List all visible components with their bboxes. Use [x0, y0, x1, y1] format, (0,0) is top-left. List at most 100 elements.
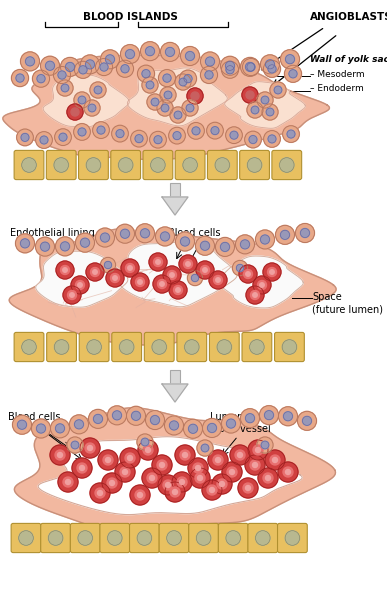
Circle shape — [36, 237, 55, 256]
Circle shape — [247, 102, 263, 118]
Circle shape — [214, 275, 223, 284]
Circle shape — [180, 479, 185, 485]
FancyBboxPatch shape — [41, 523, 70, 553]
Circle shape — [93, 415, 103, 424]
Circle shape — [190, 468, 210, 488]
Circle shape — [243, 483, 253, 493]
Circle shape — [120, 229, 130, 238]
Circle shape — [183, 158, 197, 172]
Circle shape — [131, 130, 147, 147]
Circle shape — [245, 413, 255, 423]
Circle shape — [172, 472, 192, 492]
Circle shape — [55, 424, 65, 433]
Circle shape — [195, 236, 214, 255]
Circle shape — [186, 104, 194, 112]
Circle shape — [50, 419, 70, 438]
Circle shape — [74, 124, 90, 140]
FancyBboxPatch shape — [111, 151, 140, 179]
Circle shape — [110, 481, 115, 485]
Text: ANGIOBLASTS: ANGIOBLASTS — [310, 12, 387, 22]
Circle shape — [157, 100, 173, 116]
FancyBboxPatch shape — [272, 151, 301, 179]
Circle shape — [142, 468, 162, 488]
Circle shape — [268, 135, 276, 143]
Circle shape — [156, 227, 175, 246]
Circle shape — [195, 466, 200, 470]
Circle shape — [193, 463, 203, 473]
Circle shape — [180, 237, 190, 246]
Circle shape — [263, 263, 281, 281]
Circle shape — [137, 65, 154, 82]
Circle shape — [21, 239, 29, 248]
Circle shape — [284, 65, 301, 82]
Circle shape — [179, 255, 197, 273]
Circle shape — [262, 104, 278, 120]
Text: – Mesoderm: – Mesoderm — [310, 70, 365, 79]
Circle shape — [95, 488, 105, 498]
Circle shape — [12, 70, 29, 86]
FancyBboxPatch shape — [207, 151, 237, 179]
Circle shape — [67, 290, 77, 299]
Circle shape — [138, 440, 158, 460]
Circle shape — [100, 63, 108, 71]
Circle shape — [71, 108, 79, 116]
Circle shape — [250, 340, 264, 354]
Circle shape — [163, 266, 181, 284]
Circle shape — [113, 276, 117, 280]
Circle shape — [264, 131, 280, 148]
Circle shape — [173, 490, 178, 494]
Circle shape — [160, 282, 164, 286]
Text: Blood cells: Blood cells — [8, 412, 60, 422]
Circle shape — [183, 259, 192, 269]
Circle shape — [152, 340, 166, 354]
Circle shape — [74, 420, 84, 429]
FancyBboxPatch shape — [130, 523, 159, 553]
Circle shape — [250, 290, 260, 299]
Circle shape — [215, 158, 229, 172]
Circle shape — [242, 58, 260, 76]
Circle shape — [98, 491, 103, 496]
Circle shape — [55, 450, 65, 460]
Circle shape — [175, 74, 191, 90]
Circle shape — [130, 485, 150, 505]
Circle shape — [154, 136, 162, 144]
Circle shape — [217, 479, 227, 489]
Circle shape — [183, 419, 202, 438]
Circle shape — [146, 410, 164, 430]
Circle shape — [238, 478, 258, 498]
Circle shape — [173, 286, 183, 295]
Circle shape — [143, 445, 153, 455]
Circle shape — [80, 55, 99, 74]
Circle shape — [41, 56, 60, 75]
FancyBboxPatch shape — [11, 523, 41, 553]
Circle shape — [245, 62, 255, 71]
Polygon shape — [9, 229, 336, 345]
Circle shape — [239, 265, 257, 283]
Circle shape — [207, 424, 217, 433]
Circle shape — [222, 462, 242, 482]
Circle shape — [296, 224, 315, 242]
Polygon shape — [36, 251, 128, 307]
Circle shape — [248, 440, 268, 460]
Circle shape — [197, 440, 213, 456]
FancyBboxPatch shape — [175, 151, 205, 179]
Text: .com: .com — [171, 301, 189, 310]
Circle shape — [48, 531, 63, 545]
Circle shape — [197, 475, 202, 481]
Circle shape — [173, 131, 181, 140]
Circle shape — [54, 340, 69, 354]
Circle shape — [247, 158, 262, 172]
Circle shape — [147, 473, 157, 483]
Circle shape — [147, 94, 163, 110]
Circle shape — [205, 71, 213, 79]
Polygon shape — [162, 197, 188, 215]
Circle shape — [86, 263, 104, 281]
Circle shape — [125, 453, 135, 463]
FancyBboxPatch shape — [14, 332, 44, 362]
Circle shape — [50, 445, 70, 465]
Circle shape — [270, 455, 280, 465]
Circle shape — [151, 158, 165, 172]
Circle shape — [221, 242, 229, 251]
Circle shape — [180, 70, 197, 87]
Circle shape — [200, 241, 209, 250]
